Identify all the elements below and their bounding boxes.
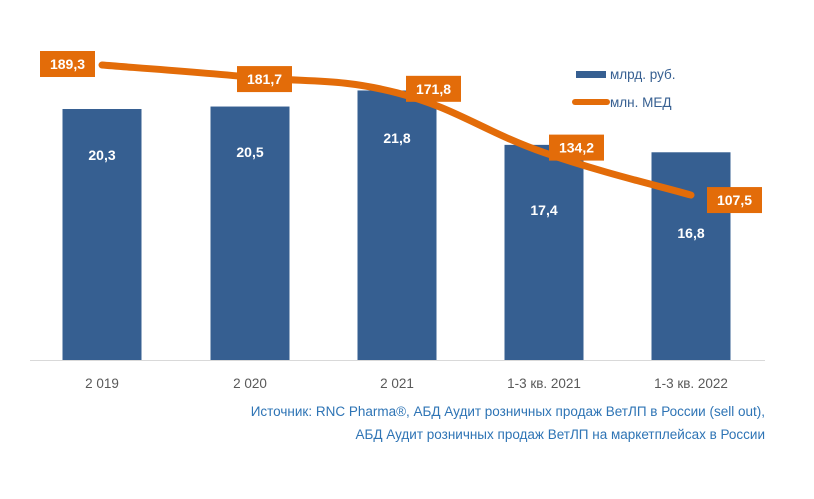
bar-2 [357,90,437,360]
x-tick-label-1: 2 020 [233,376,267,391]
line-label-box-0 [40,51,95,77]
bar-1 [210,106,290,360]
bar-label-2: 21,8 [383,130,410,146]
line-label-box-2 [406,75,461,102]
legend-swatch-bar [576,71,606,78]
line-label-4: 107,5 [717,192,752,208]
legend-label-bar: млрд. руб. [610,67,675,82]
bar-3 [504,144,584,360]
line-label-2: 171,8 [416,81,451,97]
line-label-3: 134,2 [559,140,594,156]
line-label-0: 189,3 [50,56,85,72]
bar-0 [62,109,142,361]
line-series [98,61,695,199]
source-note-line-2: АБД Аудит розничных продаж ВетЛП на марк… [355,427,766,442]
source-note-line-1: Источник: RNC Pharma®, АБД Аудит розничн… [250,404,765,419]
line-label-1: 181,7 [247,71,282,87]
legend-label-line: млн. МЕД [610,95,672,110]
bar-label-3: 17,4 [530,202,557,218]
line-label-box-1 [237,66,292,93]
line-label-box-4 [707,187,762,214]
x-tick-label-3: 1-3 кв. 2021 [507,376,581,391]
line-label-box-3 [549,134,604,161]
x-tick-label-0: 2 019 [85,376,119,391]
x-tick-label-2: 2 021 [380,376,414,391]
bar-4 [651,152,731,360]
bar-label-4: 16,8 [677,225,704,241]
bar-label-1: 20,5 [236,144,263,160]
bar-label-0: 20,3 [88,147,115,163]
x-tick-label-4: 1-3 кв. 2022 [654,376,728,391]
